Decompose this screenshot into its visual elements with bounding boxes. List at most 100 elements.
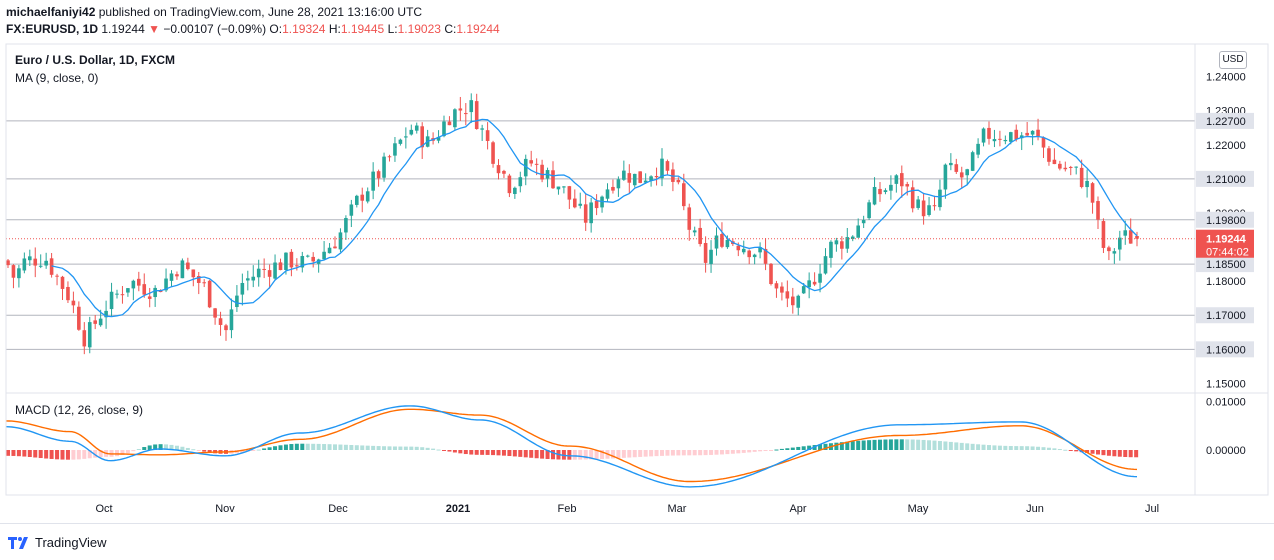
- candle-body: [11, 265, 16, 278]
- macd-histogram-bar: [164, 444, 169, 450]
- candle-body: [540, 164, 544, 180]
- candle-body: [763, 248, 768, 264]
- macd-histogram-bar: [251, 450, 256, 451]
- macd-histogram-bar: [987, 445, 991, 450]
- macd-histogram-bar: [60, 450, 65, 460]
- candle-body: [529, 160, 533, 164]
- macd-histogram-bar: [120, 450, 125, 455]
- candle-body: [758, 247, 762, 253]
- candle-body: [959, 172, 964, 178]
- macd-histogram-bar: [442, 450, 446, 451]
- candle-body: [1003, 139, 1008, 142]
- macd-histogram-bar: [1074, 450, 1079, 452]
- macd-histogram-bar: [496, 450, 501, 456]
- macd-histogram-bar: [719, 450, 724, 455]
- ma-legend[interactable]: MA (9, close, 0): [15, 71, 99, 85]
- candle-body: [523, 158, 528, 177]
- macd-histogram-bar: [387, 446, 392, 450]
- macd-histogram-bar: [294, 443, 299, 450]
- candle-body: [256, 268, 261, 278]
- candle-body: [333, 246, 337, 249]
- macd-histogram-bar: [883, 439, 888, 450]
- macd-histogram-bar: [125, 450, 130, 454]
- candle-body: [845, 237, 850, 249]
- macd-histogram-bar: [954, 442, 959, 450]
- macd-histogram-bar: [769, 450, 773, 451]
- macd-histogram-bar: [1134, 450, 1139, 458]
- tradingview-icon: [8, 536, 28, 549]
- macd-histogram-bar: [22, 450, 27, 457]
- macd-histogram-bar: [714, 450, 719, 455]
- candle-body: [905, 184, 910, 187]
- macd-histogram-bar: [616, 450, 621, 459]
- macd-histogram-bar: [1030, 446, 1035, 450]
- candle-body: [240, 282, 245, 295]
- macd-histogram-bar: [474, 450, 479, 455]
- macd-histogram-bar: [273, 446, 278, 450]
- symbol-label: FX:EURUSD, 1D: [6, 22, 99, 36]
- candle-body: [889, 184, 893, 191]
- macd-histogram-bar: [485, 450, 490, 455]
- candle-body: [632, 173, 637, 186]
- macd-histogram-bar: [594, 450, 599, 460]
- candle-body: [818, 273, 822, 283]
- macd-histogram-bar: [589, 450, 594, 460]
- candle-body: [207, 280, 212, 308]
- macd-histogram-bar: [16, 450, 21, 457]
- macd-histogram-bar: [1112, 450, 1117, 457]
- macd-histogram-bar: [856, 440, 861, 450]
- candle-body: [594, 200, 599, 209]
- candle-body: [398, 139, 403, 144]
- candle-body: [196, 276, 201, 283]
- candle-body: [801, 286, 806, 294]
- candle-body: [562, 186, 566, 188]
- publisher-name[interactable]: michaelfaniyi42: [6, 5, 96, 19]
- candle-body: [709, 249, 713, 264]
- macd-histogram-bar: [1025, 446, 1030, 450]
- macd-histogram-bar: [834, 442, 839, 450]
- candle-body: [436, 136, 441, 141]
- candle-body: [649, 176, 653, 181]
- macd-histogram-bar: [823, 443, 828, 450]
- candle-body: [867, 202, 871, 219]
- macd-histogram-bar: [469, 450, 474, 455]
- candle-body: [856, 225, 860, 238]
- macd-histogram-bar: [153, 444, 158, 450]
- currency-button[interactable]: USD: [1219, 51, 1247, 69]
- candle-body: [1009, 132, 1013, 142]
- macd-histogram-bar: [1014, 446, 1019, 450]
- candle-body: [360, 194, 365, 201]
- candle-body: [164, 278, 168, 291]
- y-tick-label: 1.24000: [1206, 72, 1246, 84]
- candle-body: [1068, 166, 1073, 168]
- tradingview-logo[interactable]: TradingView: [8, 535, 107, 550]
- macd-histogram-bar: [1019, 446, 1024, 450]
- macd-histogram-bar: [360, 445, 365, 450]
- candle-body: [829, 241, 833, 258]
- last-price: 1.19244: [101, 22, 145, 36]
- candle-body: [17, 268, 21, 279]
- macd-histogram-bar: [992, 445, 997, 450]
- open-value: 1.19324: [282, 22, 326, 36]
- candle-body: [861, 220, 866, 224]
- candle-body: [1047, 148, 1051, 162]
- candle-body: [812, 281, 817, 285]
- candle-body: [1079, 167, 1084, 188]
- candle-body: [927, 205, 931, 215]
- macd-histogram-bar: [180, 446, 185, 450]
- symbol-line: FX:EURUSD, 1D 1.19244 ▼ −0.00107 (−0.09%…: [6, 22, 500, 36]
- candle-body: [485, 130, 490, 141]
- candle-body: [355, 195, 359, 205]
- candle-body: [414, 125, 419, 131]
- candle-body: [698, 227, 702, 245]
- macd-histogram-bar: [305, 443, 310, 450]
- macd-histogram-bar: [44, 450, 49, 459]
- candle-body: [180, 260, 185, 279]
- candle-body: [38, 265, 43, 267]
- macd-histogram-bar: [512, 450, 517, 457]
- candle-body: [1025, 132, 1029, 136]
- macd-legend[interactable]: MACD (12, 26, close, 9): [15, 403, 144, 417]
- main-legend: Euro / U.S. Dollar, 1D, FXCM MA (9, clos…: [15, 53, 175, 89]
- candle-body: [224, 325, 228, 331]
